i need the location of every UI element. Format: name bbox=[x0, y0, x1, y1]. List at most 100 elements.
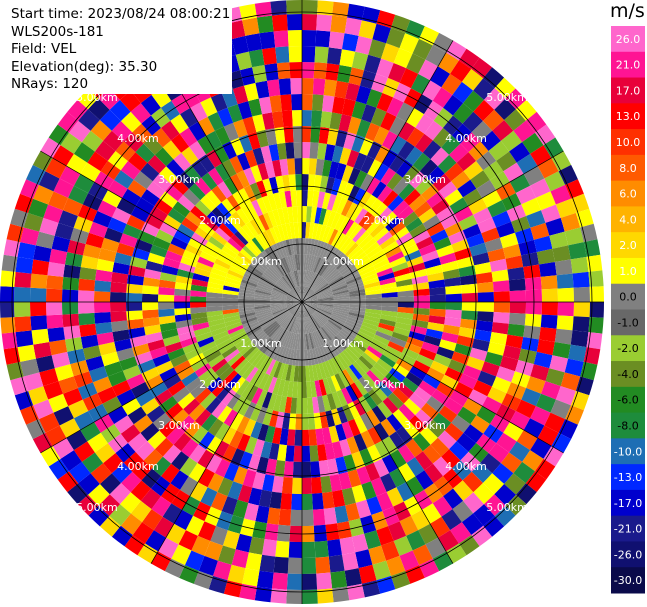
ppi-gate bbox=[80, 255, 99, 270]
ppi-gate bbox=[290, 397, 297, 414]
ppi-gate bbox=[463, 398, 483, 416]
ppi-gate bbox=[499, 232, 519, 249]
ppi-gate bbox=[335, 129, 348, 148]
ppi-gate bbox=[347, 282, 364, 290]
ppi-gate bbox=[356, 466, 371, 485]
ppi-gate bbox=[112, 329, 130, 342]
ppi-gate bbox=[489, 258, 508, 272]
ppi-gate bbox=[262, 408, 273, 426]
ppi-gate bbox=[181, 371, 199, 387]
colorbar-segment bbox=[611, 464, 645, 491]
ppi-gate bbox=[197, 256, 215, 268]
ppi-gate bbox=[35, 355, 55, 373]
ppi-gate bbox=[419, 426, 438, 445]
ppi-gate bbox=[20, 405, 39, 425]
ppi-gate bbox=[424, 463, 443, 484]
ppi-gate bbox=[416, 236, 434, 250]
ppi-gate bbox=[288, 541, 302, 558]
ppi-gate bbox=[294, 429, 302, 446]
ppi-gate bbox=[504, 109, 526, 131]
ppi-gate bbox=[449, 390, 469, 407]
ppi-gate bbox=[273, 361, 283, 379]
ppi-gate bbox=[49, 339, 68, 356]
ppi-gate bbox=[271, 572, 288, 590]
ppi-gate bbox=[344, 272, 361, 283]
ppi-gate bbox=[101, 237, 120, 253]
ppi-gate bbox=[288, 46, 302, 63]
ppi-gate bbox=[370, 107, 387, 127]
ppi-gate bbox=[396, 482, 414, 502]
ppi-gate bbox=[324, 360, 335, 377]
ppi-gate bbox=[330, 570, 348, 589]
ppi-gate bbox=[432, 496, 453, 517]
ppi-gate bbox=[460, 318, 477, 330]
colorbar-segment bbox=[611, 206, 645, 233]
ppi-gate bbox=[283, 461, 294, 478]
ppi-gate bbox=[318, 224, 327, 242]
ppi-gate bbox=[316, 329, 326, 345]
ppi-gate bbox=[302, 290, 314, 302]
ppi-gate bbox=[218, 366, 235, 382]
ppi-gate bbox=[380, 418, 396, 437]
ppi-gate bbox=[312, 94, 324, 112]
ppi-gate bbox=[460, 274, 477, 286]
ppi-gate bbox=[426, 367, 445, 382]
ppi-gate bbox=[202, 246, 219, 259]
ppi-gate bbox=[401, 347, 419, 361]
ppi-gate bbox=[526, 376, 546, 394]
ppi-gate bbox=[223, 122, 239, 142]
ppi-gate bbox=[316, 306, 333, 314]
field-value: VEL bbox=[51, 41, 77, 57]
ppi-gate bbox=[391, 261, 409, 273]
ppi-gate bbox=[363, 281, 381, 289]
ppi-gate bbox=[140, 422, 160, 442]
ppi-gate bbox=[28, 386, 49, 406]
ppi-gate bbox=[239, 285, 256, 292]
ppi-gate bbox=[572, 271, 590, 288]
ppi-gate bbox=[344, 17, 362, 36]
ppi-gate bbox=[296, 397, 302, 414]
ppi-gate bbox=[575, 376, 594, 396]
ppi-gate bbox=[312, 396, 320, 414]
ppi-gate bbox=[406, 256, 424, 268]
ppi-gate bbox=[302, 295, 317, 302]
ppi-gate bbox=[302, 205, 307, 223]
ppi-gate bbox=[354, 170, 368, 188]
ppi-gate bbox=[322, 325, 335, 340]
ppi-gate bbox=[555, 198, 576, 218]
ppi-gate bbox=[293, 141, 302, 159]
ppi-gate bbox=[286, 0, 302, 15]
ppi-gate bbox=[256, 197, 268, 215]
ppi-gate bbox=[73, 441, 95, 462]
ppi-gate bbox=[307, 190, 314, 207]
ppi-gate bbox=[190, 482, 208, 502]
ppi-gate bbox=[345, 502, 360, 522]
ppi-gate bbox=[351, 251, 367, 265]
ppi-gate bbox=[364, 54, 382, 74]
ppi-gate bbox=[290, 271, 298, 288]
start-time-line: Start time: 2023/08/24 08:00:21 bbox=[11, 6, 233, 24]
ppi-gate bbox=[268, 176, 279, 194]
ppi-gate bbox=[444, 397, 463, 415]
ppi-gate bbox=[306, 381, 312, 398]
ppi-gate bbox=[503, 162, 524, 182]
ppi-gate bbox=[114, 338, 132, 352]
ppi-gate bbox=[463, 424, 484, 443]
ppi-gate bbox=[23, 213, 44, 232]
ppi-gate bbox=[46, 275, 64, 290]
ppi-gate bbox=[541, 204, 561, 223]
ppi-gate bbox=[334, 80, 349, 99]
ppi-gate bbox=[58, 376, 78, 394]
ppi-gate bbox=[549, 231, 569, 249]
ppi-gate bbox=[323, 324, 336, 338]
ppi-gate bbox=[1, 254, 18, 272]
ppi-gate bbox=[324, 144, 336, 162]
ppi-gate bbox=[441, 509, 462, 531]
ppi-gate bbox=[248, 328, 264, 340]
ppi-gate bbox=[326, 246, 337, 262]
range-ring-label: 2.00km bbox=[199, 214, 241, 227]
ppi-gate bbox=[312, 239, 319, 256]
ppi-gate bbox=[180, 108, 198, 128]
ppi-gate bbox=[177, 194, 195, 212]
ppi-gate bbox=[92, 210, 112, 228]
